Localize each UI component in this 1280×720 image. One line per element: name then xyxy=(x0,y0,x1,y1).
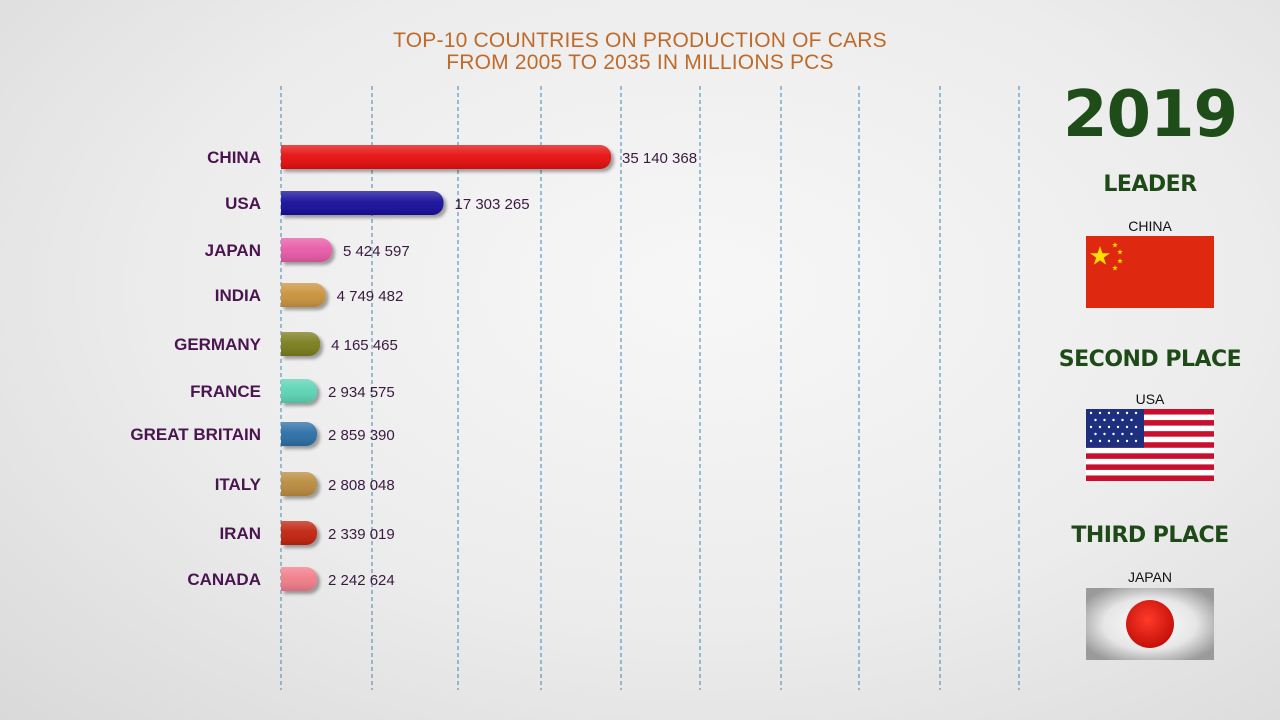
leader-country: CHINA xyxy=(1128,218,1172,234)
chart-title: TOP-10 COUNTRIES ON PRODUCTION OF CARS F… xyxy=(330,30,950,74)
chart-title-line-1: TOP-10 COUNTRIES ON PRODUCTION OF CARS xyxy=(393,29,887,52)
category-label-10: CANADA xyxy=(187,570,261,589)
bar-shine-2 xyxy=(281,191,444,215)
category-label-6: FRANCE xyxy=(190,382,261,401)
bar-shine-3 xyxy=(281,238,332,262)
value-label-4: 4 749 482 xyxy=(337,288,404,305)
value-label-5: 4 165 465 xyxy=(331,337,398,354)
bar-shine-1 xyxy=(281,145,611,169)
category-label-3: JAPAN xyxy=(205,241,261,260)
value-label-6: 2 934 575 xyxy=(328,384,395,401)
second-place-country: USA xyxy=(1135,391,1165,407)
category-label-2: USA xyxy=(225,194,261,213)
value-label-2: 17 303 265 xyxy=(454,196,529,213)
bar-shine-7 xyxy=(281,422,317,446)
year-label: 2019 xyxy=(1062,78,1238,152)
bar-shine-6 xyxy=(281,379,317,403)
value-label-8: 2 808 048 xyxy=(328,477,395,494)
bar-shine-10 xyxy=(281,567,317,591)
category-label-8: ITALY xyxy=(215,475,262,494)
china-flag-icon xyxy=(1086,236,1214,308)
leader-heading: LEADER xyxy=(1103,172,1197,197)
bar-chart: CHINA 35 140 368 USA 17 303 265 JAPAN 5 424 5… xyxy=(130,86,1020,690)
value-label-7: 2 859 390 xyxy=(328,427,395,444)
third-place-heading: THIRD PLACE xyxy=(1071,523,1229,548)
category-label-4: INDIA xyxy=(215,286,261,305)
second-place-heading: SECOND PLACE xyxy=(1058,347,1242,372)
chart-title-line-2: FROM 2005 TO 2035 IN MILLIONS PCS xyxy=(446,51,834,74)
category-label-5: GERMANY xyxy=(174,335,262,354)
japan-flag-icon xyxy=(1086,588,1214,660)
category-label-9: IRAN xyxy=(219,524,261,543)
bar-shine-5 xyxy=(281,332,321,356)
value-label-10: 2 242 624 xyxy=(328,572,395,589)
side-panel: 2019 LEADER CHINA SECOND PLACE USA xyxy=(1040,0,1260,720)
bars: CHINA 35 140 368 USA 17 303 265 JAPAN 5 424 5… xyxy=(130,145,697,591)
bar-shine-4 xyxy=(281,283,326,307)
bar-shine-8 xyxy=(281,472,317,496)
category-label-7: GREAT BRITAIN xyxy=(130,425,261,444)
usa-flag-icon xyxy=(1086,409,1214,481)
value-label-9: 2 339 019 xyxy=(328,526,395,543)
value-label-1: 35 140 368 xyxy=(622,150,697,167)
value-label-3: 5 424 597 xyxy=(343,243,410,260)
category-label-1: CHINA xyxy=(207,148,261,167)
gridlines xyxy=(280,86,1020,690)
bar-shine-9 xyxy=(281,521,317,545)
third-place-country: JAPAN xyxy=(1127,569,1173,585)
